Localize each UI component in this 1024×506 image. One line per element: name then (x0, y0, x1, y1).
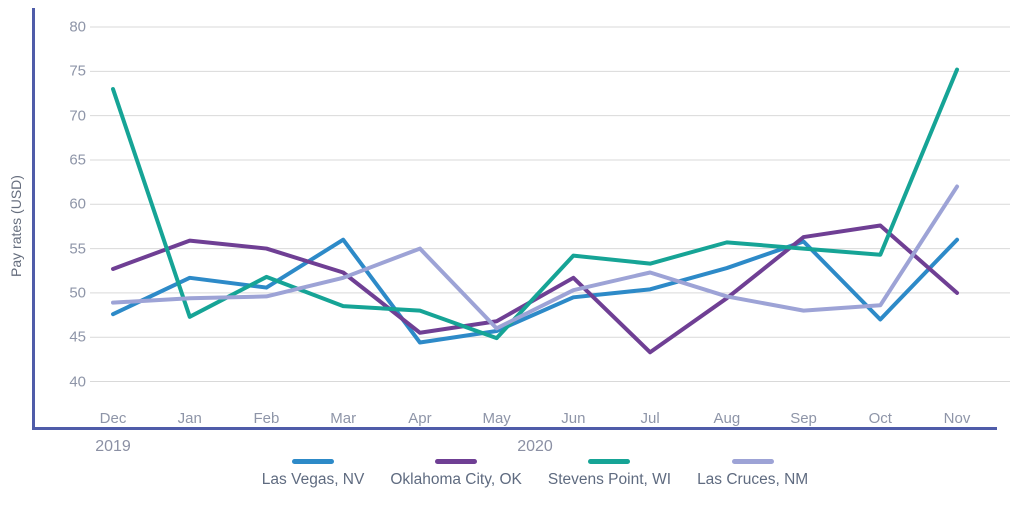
year-label-2019: 2019 (95, 438, 131, 455)
x-tick-label: Feb (253, 410, 280, 427)
y-tick-label: 45 (69, 328, 86, 346)
x-tick-label: Oct (868, 410, 892, 427)
legend-item-oklahoma-city-ok[interactable]: Oklahoma City, OK (390, 459, 522, 489)
series-line-las-cruces-nm (111, 184, 960, 331)
chart-legend: Las Vegas, NV Oklahoma City, OK Stevens Po… (0, 459, 1024, 489)
y-tick-label: 65 (69, 151, 86, 169)
x-tick-label: Nov (943, 410, 971, 427)
legend-swatch-las-cruces-nm (731, 459, 774, 464)
x-tick-label: May (482, 410, 511, 427)
legend-swatch-stevens-point-wi (588, 459, 631, 464)
y-tick-label: 40 (69, 373, 86, 390)
legend-swatch-oklahoma-city-ok (435, 459, 478, 464)
legend-label: Las Vegas, NV (261, 471, 365, 488)
y-tick-label: 80 (69, 18, 86, 36)
legend-label: Oklahoma City, OK (390, 471, 522, 488)
x-tick-label: Apr (408, 410, 432, 427)
legend-label: Stevens Point, WI (547, 471, 672, 488)
x-tick-label: Jan (177, 410, 202, 427)
y-tick-label: 50 (69, 284, 86, 302)
series-line-las-vegas-nv (111, 237, 960, 345)
legend-item-las-cruces-nm[interactable]: Las Cruces, NM (697, 459, 808, 489)
legend-swatch-las-vegas-nv (292, 459, 335, 464)
x-tick-label: Jul (640, 410, 660, 427)
y-axis-title: Pay rates (USD) (8, 175, 24, 277)
x-tick-label: Aug (713, 410, 741, 427)
y-tick-label: 75 (69, 62, 86, 80)
y-tick-label: 55 (69, 240, 86, 258)
y-tick-label: 60 (69, 195, 86, 213)
legend-item-stevens-point-wi[interactable]: Stevens Point, WI (548, 459, 671, 489)
x-tick-label: Sep (790, 410, 817, 427)
x-tick-label: Jun (561, 410, 586, 427)
y-tick-label: 70 (69, 107, 86, 125)
legend-item-las-vegas-nv[interactable]: Las Vegas, NV (261, 459, 365, 489)
x-tick-label: Dec (99, 410, 127, 427)
legend-label: Las Cruces, NM (697, 471, 809, 488)
year-label-2020: 2020 (517, 438, 553, 455)
series-line-stevens-point-wi (111, 67, 960, 341)
x-tick-label: Mar (330, 410, 357, 427)
